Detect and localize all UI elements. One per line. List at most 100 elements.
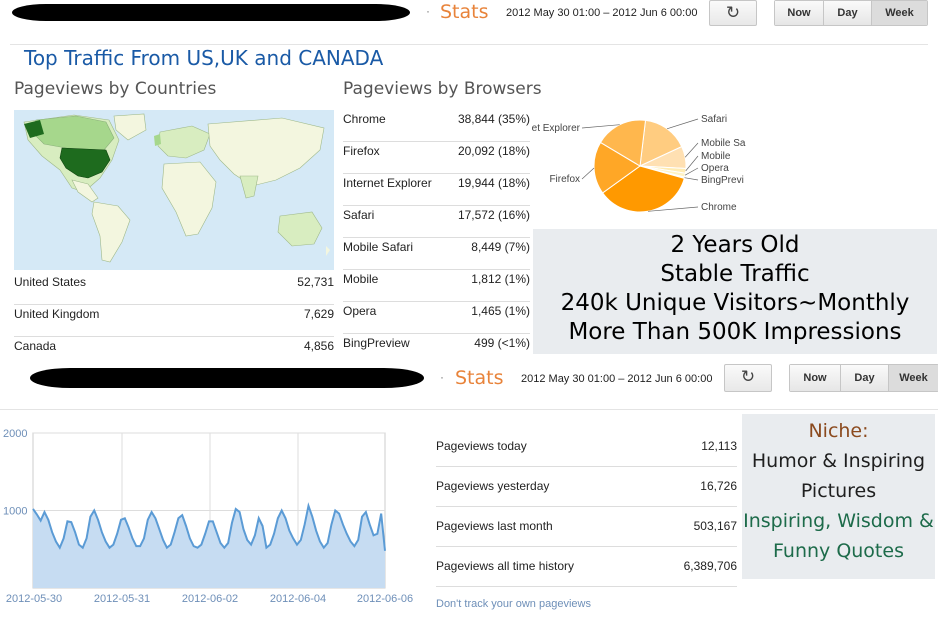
pageviews-value: 12,113 [701, 439, 737, 454]
world-map [14, 110, 334, 270]
browser-value: 8,449 (7%) [471, 240, 530, 254]
browser-value: 17,572 (16%) [457, 208, 530, 222]
browser-name: BingPreview [343, 336, 410, 350]
pie-slice-internet-explorer [599, 119, 647, 167]
pageviews-row: Pageviews yesterday 16,726 [436, 467, 737, 507]
map-central-america [71, 179, 99, 203]
country-name: United States [14, 275, 87, 289]
browser-row: Mobile 1,812 (1%) [343, 272, 530, 302]
pie-slice-firefox [593, 141, 641, 194]
pageviews-label: Pageviews today [436, 439, 527, 454]
niche-line: Inspiring, Wisdom & [743, 510, 934, 532]
niche-line: Funny Quotes [773, 540, 904, 562]
country-name: Canada [14, 339, 57, 353]
niche-box: Niche: Humor & Inspiring Pictures Inspir… [742, 414, 935, 579]
browser-value: 1,812 (1%) [471, 272, 530, 286]
promo-overlay: 2 Years Old Stable Traffic 240k Unique V… [533, 229, 937, 354]
pie-slice-safari [639, 119, 683, 167]
pie-leader-line [581, 124, 620, 129]
pie-label: Mobile [701, 151, 731, 162]
browser-row: BingPreview 499 (<1%) [343, 336, 530, 366]
niche-line: Pictures [800, 480, 877, 502]
redacted-site-name-top [12, 4, 410, 21]
browser-value: 38,844 (35%) [457, 112, 530, 126]
dont-track-link[interactable]: Don't track your own pageviews [436, 598, 591, 610]
pie-leader-line [684, 177, 699, 181]
map-australia [277, 211, 323, 247]
promo-line: 240k Unique Visitors~Monthly [560, 290, 910, 316]
y-tick-label: 1000 [3, 506, 27, 518]
series-line [32, 502, 386, 551]
stats-title: Stats [440, 1, 489, 23]
pie-leader-line [684, 142, 699, 158]
refresh-icon: ↻ [725, 3, 741, 22]
x-tick-label: 2012-06-06 [357, 593, 413, 605]
promo-line: More Than 500K Impressions [568, 319, 902, 345]
browser-row: Chrome 38,844 (35%) [343, 112, 530, 142]
browser-name: Safari [343, 208, 375, 222]
country-row: United States 52,731 [14, 275, 334, 305]
stats-title: Stats [455, 367, 504, 389]
date-range: 2012 May 30 01:00 – 2012 Jun 6 00:00 [521, 373, 713, 385]
country-value: 7,629 [303, 307, 334, 321]
period-week-button[interactable]: Week [871, 1, 927, 25]
y-tick-label: 2000 [3, 428, 27, 440]
redacted-site-name-bottom [30, 368, 424, 388]
browser-value: 499 (<1%) [474, 336, 530, 350]
refresh-button[interactable]: ↻ [709, 0, 757, 26]
divider [10, 44, 928, 45]
pageviews-value: 16,726 [700, 479, 737, 494]
country-row: United Kingdom 7,629 [14, 307, 334, 337]
pie-leader-line [666, 118, 699, 130]
pie-label: Chrome [701, 202, 737, 213]
divider [0, 409, 938, 410]
period-day-button[interactable]: Day [840, 365, 888, 391]
pageviews-label: Pageviews yesterday [436, 479, 550, 494]
browser-name: Mobile [343, 272, 379, 286]
pageviews-row: Pageviews today 12,113 [436, 427, 737, 467]
x-tick-label: 2012-06-02 [182, 593, 238, 605]
map-asia [207, 117, 325, 187]
headline: Top Traffic From US,UK and CANADA [24, 46, 384, 70]
pie-leader-line [581, 167, 595, 180]
refresh-icon: ↻ [740, 367, 756, 386]
browser-row: Internet Explorer 19,944 (18%) [343, 176, 530, 206]
country-row: Canada 4,856 [14, 339, 334, 361]
refresh-button[interactable]: ↻ [724, 364, 772, 392]
map-united-states [59, 147, 111, 179]
pie-leader-line [684, 167, 699, 176]
area-fill [33, 505, 385, 588]
country-value: 4,856 [303, 339, 334, 353]
map-alaska [24, 120, 44, 138]
browser-row: Firefox 20,092 (18%) [343, 144, 530, 174]
pie-label: BingPrevi [701, 175, 744, 186]
period-week-button[interactable]: Week [888, 365, 938, 391]
pie-label: Safari [701, 114, 727, 125]
separator-dot: · [440, 370, 444, 384]
pageviews-area-chart: 2000 1000 2012-05-30 2012-05-31 2012-06-02 20… [3, 428, 413, 605]
map-united-kingdom [154, 134, 161, 146]
map-europe [157, 125, 211, 159]
browsers-section-title: Pageviews by Browsers [343, 79, 542, 99]
pie-leader-line [685, 155, 699, 172]
browser-value: 1,465 (1%) [471, 304, 530, 318]
pageviews-value: 503,167 [693, 519, 737, 534]
period-now-button[interactable]: Now [790, 365, 840, 391]
period-now-button[interactable]: Now [775, 1, 823, 25]
browser-name: Mobile Safari [343, 240, 414, 254]
niche-line: Humor & Inspiring [751, 450, 926, 472]
promo-line: Stable Traffic [660, 261, 810, 287]
pie-label: Opera [701, 163, 729, 174]
period-selector: Now Day Week [789, 364, 938, 392]
browser-row: Opera 1,465 (1%) [343, 304, 530, 334]
map-africa [161, 161, 217, 237]
country-value: 52,731 [297, 275, 334, 289]
country-name: United Kingdom [14, 307, 100, 321]
map-new-zealand [326, 246, 330, 256]
map-greenland [113, 113, 147, 141]
countries-section-title: Pageviews by Countries [14, 79, 217, 99]
browser-name: Internet Explorer [343, 176, 432, 190]
browser-name: Opera [343, 304, 377, 318]
period-day-button[interactable]: Day [823, 1, 871, 25]
